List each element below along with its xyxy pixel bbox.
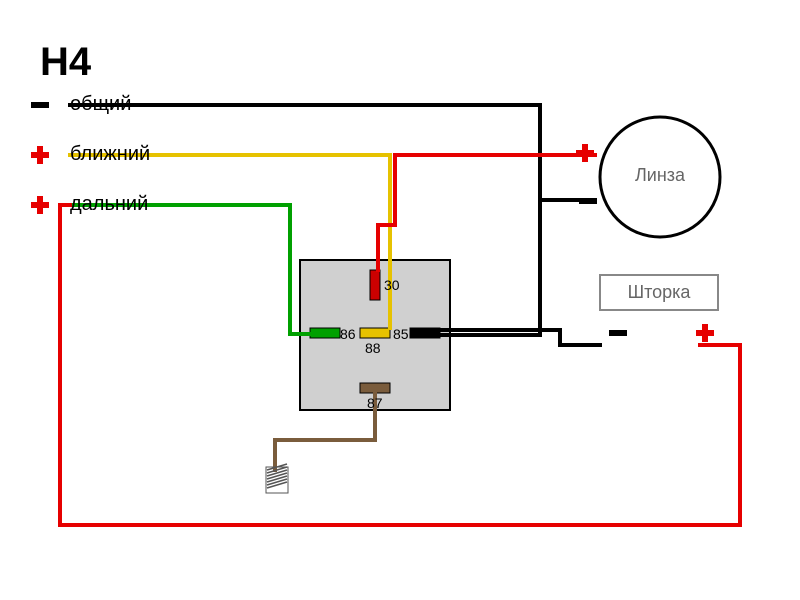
- polarity-shutter_minus: [609, 330, 627, 336]
- relay-pin-88: [360, 328, 390, 338]
- wire-high-green: [70, 205, 312, 334]
- label-low-beam: ближний: [70, 143, 150, 166]
- polarity-lens_plus-v: [582, 144, 588, 162]
- polarity-high_plus-v: [37, 196, 43, 214]
- label-shutter: Шторка: [618, 282, 700, 303]
- polarity-low_plus-v: [37, 146, 43, 164]
- page-title: H4: [40, 40, 91, 85]
- pin-label-85: 85: [393, 326, 409, 342]
- pin-label-87: 87: [367, 395, 383, 411]
- polarity-shutter_plus-v: [702, 324, 708, 342]
- pin-label-88: 88: [365, 340, 381, 356]
- label-lens: Линза: [630, 165, 690, 186]
- relay-pin-85: [410, 328, 440, 338]
- pin-label-86: 86: [340, 326, 356, 342]
- polarity-common_minus: [31, 102, 49, 108]
- polarity-lens_minus: [579, 198, 597, 204]
- label-high-beam: дальний: [70, 193, 148, 216]
- pin-label-30: 30: [384, 277, 400, 293]
- wire-pin85-to-shutter-minus: [440, 330, 600, 345]
- relay-pin-30: [370, 270, 380, 300]
- relay-pin-86: [310, 328, 340, 338]
- label-common: общий: [70, 93, 131, 116]
- wire-low-red: [378, 155, 395, 270]
